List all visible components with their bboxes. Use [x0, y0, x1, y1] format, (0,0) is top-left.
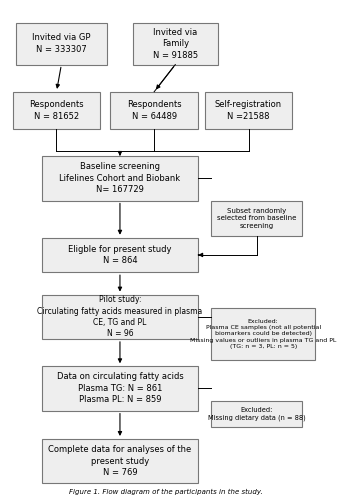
- FancyBboxPatch shape: [211, 308, 315, 360]
- FancyBboxPatch shape: [42, 238, 198, 272]
- Text: Respondents
N = 64489: Respondents N = 64489: [127, 100, 181, 120]
- FancyBboxPatch shape: [42, 294, 198, 339]
- Text: Respondents
N = 81652: Respondents N = 81652: [29, 100, 84, 120]
- Text: Figure 1. Flow diagram of the participants in the study.: Figure 1. Flow diagram of the participan…: [69, 488, 262, 495]
- Text: Complete data for analyses of the
present study
N = 769: Complete data for analyses of the presen…: [48, 445, 191, 477]
- Text: Invited via
Family
N = 91885: Invited via Family N = 91885: [153, 28, 198, 60]
- FancyBboxPatch shape: [13, 92, 100, 129]
- Text: Baseline screening
Lifelines Cohort and Biobank
N= 167729: Baseline screening Lifelines Cohort and …: [60, 162, 181, 194]
- Text: Self-registration
N =21588: Self-registration N =21588: [215, 100, 282, 120]
- FancyBboxPatch shape: [16, 22, 107, 64]
- FancyBboxPatch shape: [211, 401, 302, 426]
- Text: Data on circulating fatty acids
Plasma TG: N = 861
Plasma PL: N = 859: Data on circulating fatty acids Plasma T…: [57, 372, 183, 404]
- FancyBboxPatch shape: [42, 366, 198, 410]
- Text: Excluded:
Plasma CE samples (not all potential
biomarkers could be detected)
Mis: Excluded: Plasma CE samples (not all pot…: [190, 318, 336, 349]
- FancyBboxPatch shape: [205, 92, 293, 129]
- Text: Excluded:
Missing dietary data (n = 88): Excluded: Missing dietary data (n = 88): [208, 406, 306, 421]
- Text: Eligble for present study
N = 864: Eligble for present study N = 864: [68, 244, 172, 265]
- Text: Pilot study:
Circulating fatty acids measured in plasma
CE, TG and PL
N = 96: Pilot study: Circulating fatty acids mea…: [37, 295, 203, 339]
- FancyBboxPatch shape: [42, 156, 198, 200]
- FancyBboxPatch shape: [110, 92, 198, 129]
- Text: Subset randomly
selected from baseline
screening: Subset randomly selected from baseline s…: [217, 208, 296, 229]
- Text: Invited via GP
N = 333307: Invited via GP N = 333307: [32, 34, 91, 54]
- FancyBboxPatch shape: [42, 439, 198, 484]
- FancyBboxPatch shape: [211, 200, 302, 236]
- FancyBboxPatch shape: [133, 22, 218, 64]
